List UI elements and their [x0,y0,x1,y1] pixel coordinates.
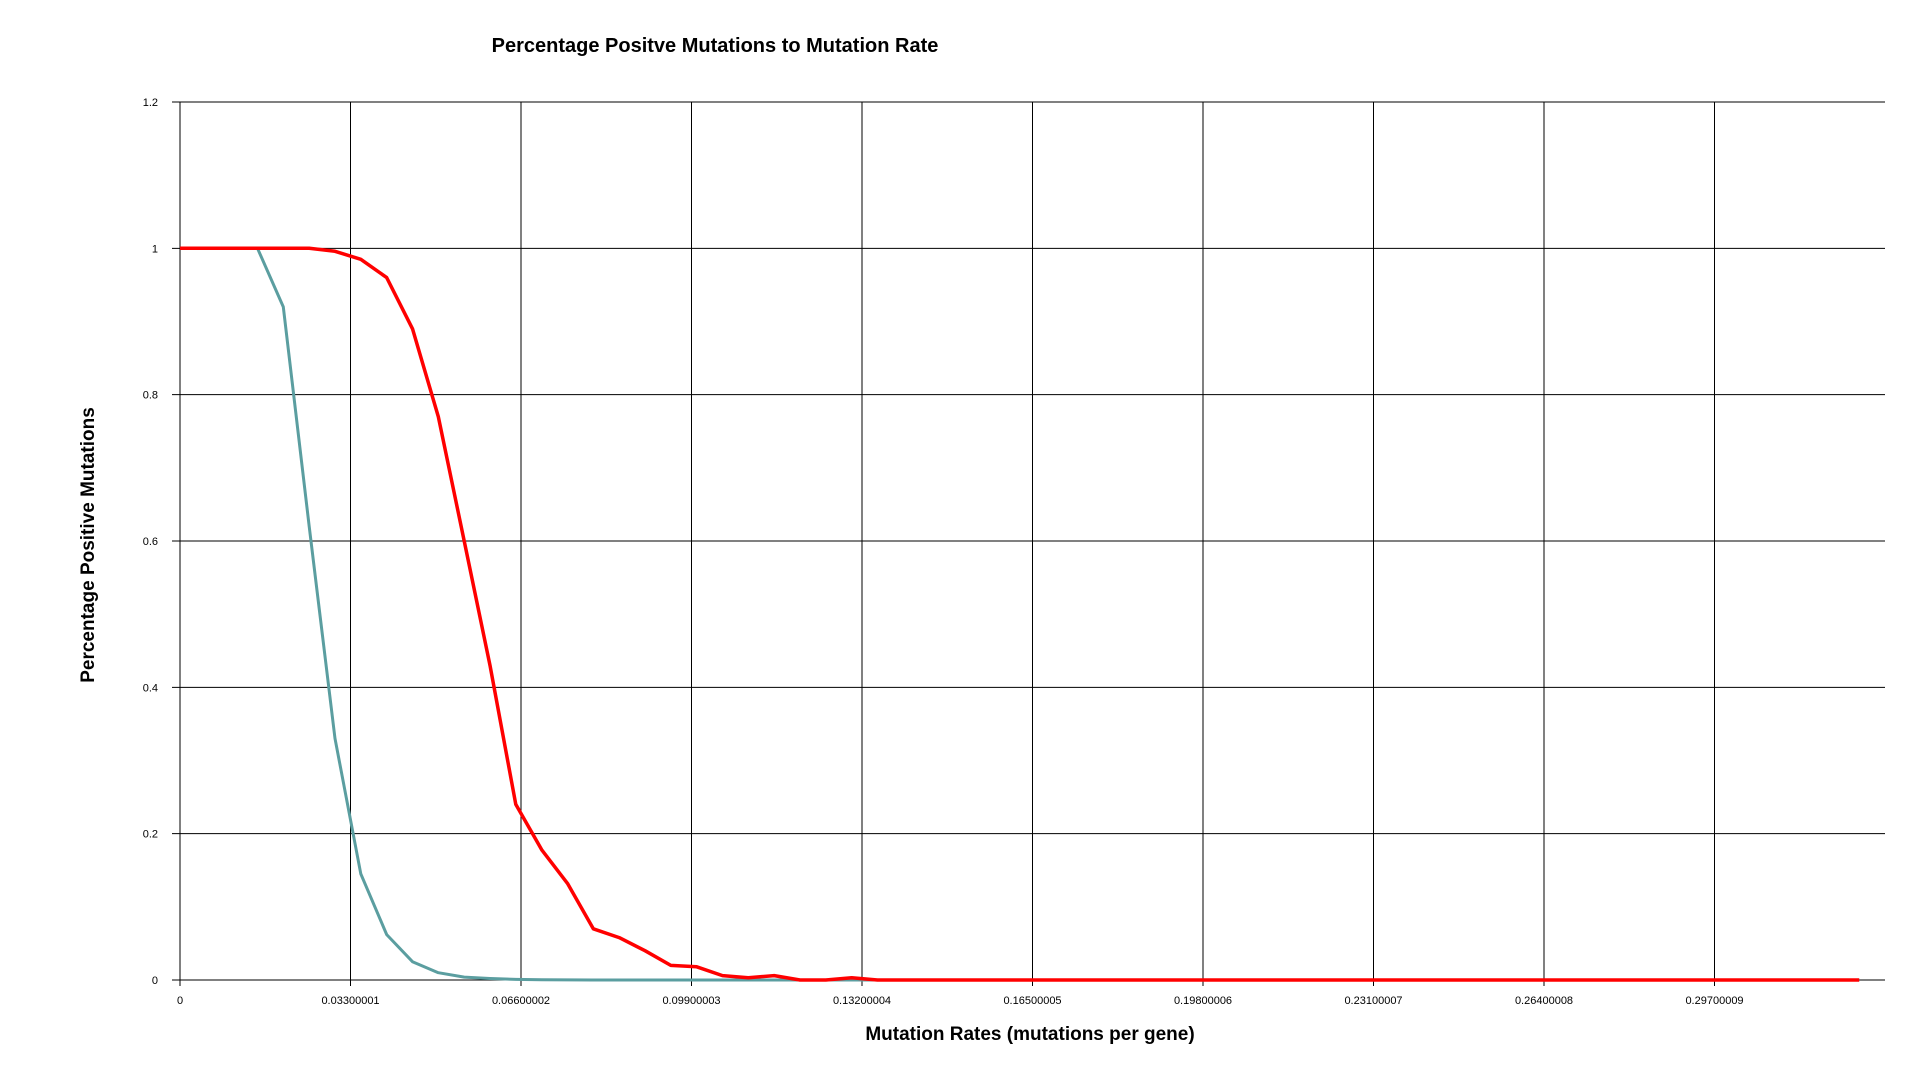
x-tick-label: 0.29700009 [1685,995,1743,1007]
y-tick-label: 0.6 [143,536,158,548]
y-tick-label: 0.8 [143,390,158,402]
y-tick-label: 1.2 [143,97,158,109]
x-tick-label: 0 [177,995,183,1007]
x-tick-label: 0.13200004 [833,995,891,1007]
x-tick-label: 0.16500005 [1003,995,1061,1007]
x-tick-label: 0.09900003 [662,995,720,1007]
x-tick-label: 0.06600002 [492,995,550,1007]
x-tick-label: 0.19800006 [1174,995,1232,1007]
x-tick-label: 0.23100007 [1344,995,1402,1007]
x-tick-label: 0.26400008 [1515,995,1573,1007]
y-tick-label: 0 [152,975,158,987]
x-tick-labels: 0 0.03300001 0.06600002 0.09900003 0.1320000… [177,995,1744,1007]
series-line-1 [180,246,1860,982]
series-line-2 [180,246,1860,982]
y-tick-label: 0.4 [143,682,158,694]
x-tick-label: 0.03300001 [321,995,379,1007]
y-axis-label: Percentage Positive Mutations [78,407,99,683]
series-lines [180,246,1860,982]
y-tick-label: 1 [152,243,158,255]
y-tick-labels: 0 0.2 0.4 0.6 0.8 1 1.2 [143,97,158,987]
y-tick-label: 0.2 [143,829,158,841]
grid [172,101,1885,986]
chart-title: Percentage Positve Mutations to Mutation… [492,35,939,57]
x-axis-label: Mutation Rates (mutations per gene) [865,1024,1194,1045]
